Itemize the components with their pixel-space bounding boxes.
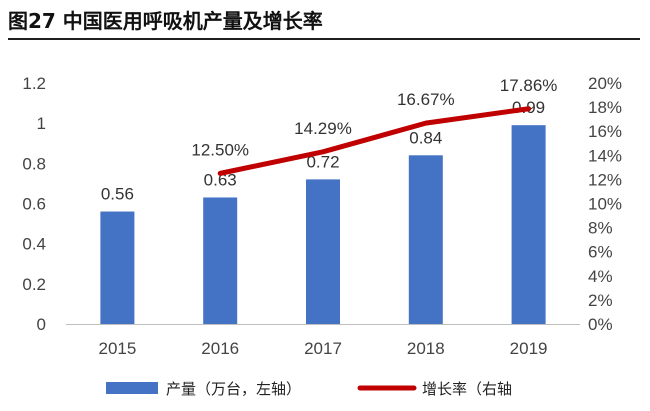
right-axis-tick-label: 12% <box>588 170 622 189</box>
bar-value-label: 0.56 <box>101 185 134 204</box>
x-axis-tick-label: 2015 <box>98 339 136 358</box>
bar-value-label: 0.72 <box>306 152 339 171</box>
right-axis-tick-label: 6% <box>588 243 613 262</box>
bar-production <box>408 155 443 324</box>
growth-rate-value-label: 12.50% <box>191 140 249 159</box>
left-axis-tick-label: 0.6 <box>22 195 46 214</box>
left-axis-tick-label: 1.2 <box>22 74 46 93</box>
right-axis-tick-label: 4% <box>588 267 613 286</box>
right-axis-tick-label: 20% <box>588 74 622 93</box>
right-axis-tick-label: 14% <box>588 146 622 165</box>
x-axis-tick-label: 2019 <box>510 339 548 358</box>
figure-title: 图27 中国医用呼吸机产量及增长率 <box>8 9 323 33</box>
bar-value-label: 0.84 <box>409 128 442 147</box>
left-axis-tick-label: 0.4 <box>22 235 46 254</box>
growth-rate-line <box>217 106 532 176</box>
right-axis-tick-label: 10% <box>588 195 622 214</box>
growth-rate-point <box>527 107 530 110</box>
left-axis-tick-label: 1 <box>37 114 46 133</box>
bar-production <box>100 211 135 324</box>
left-axis-tick-label: 0 <box>37 315 46 334</box>
left-axis-tick-label: 0.2 <box>22 275 46 294</box>
x-axis-tick-label: 2016 <box>201 339 239 358</box>
x-axis-tick-label: 2018 <box>407 339 445 358</box>
figure-title-bar: 图27 中国医用呼吸机产量及增长率 <box>8 6 640 40</box>
bar-production <box>203 197 238 324</box>
bar-value-label: 0.63 <box>204 170 237 189</box>
growth-rate-value-label: 14.29% <box>294 119 352 138</box>
right-axis-tick-label: 16% <box>588 122 622 141</box>
x-axis-tick-label: 2017 <box>304 339 342 358</box>
growth-rate-point <box>219 172 222 175</box>
right-axis-tick-label: 8% <box>588 219 613 238</box>
right-axis-tick-label: 0% <box>588 315 613 334</box>
growth-rate-value-label: 17.86% <box>500 76 558 95</box>
growth-rate-point <box>322 150 324 153</box>
growth-rate-point <box>424 122 427 125</box>
legend-swatch-production <box>106 382 158 394</box>
left-axis-tick-label: 0.8 <box>22 154 46 173</box>
legend-label-production: 产量（万台，左轴） <box>166 380 301 398</box>
right-axis-tick-label: 18% <box>588 98 622 117</box>
bar-production <box>511 125 546 324</box>
growth-rate-value-label: 16.67% <box>397 90 455 109</box>
bar-production <box>306 179 340 324</box>
legend-label-growth: 增长率（右轴 <box>422 380 512 398</box>
right-axis-tick-label: 2% <box>588 291 613 310</box>
